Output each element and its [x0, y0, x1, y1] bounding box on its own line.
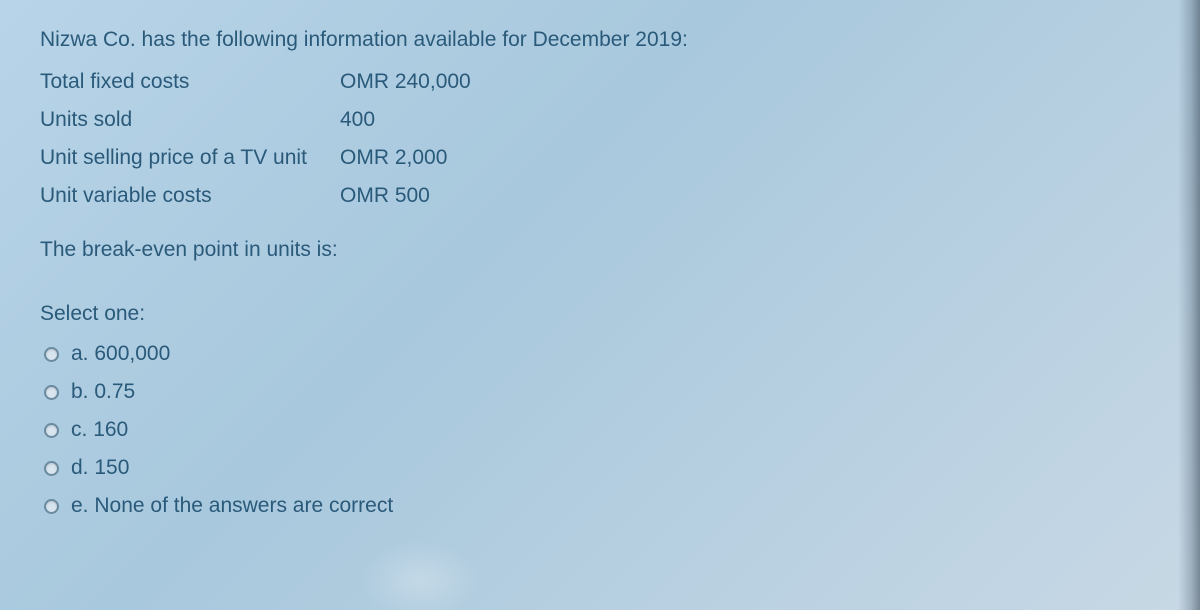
data-row: Unit variable costs OMR 500 [40, 184, 1160, 208]
data-row: Total fixed costs OMR 240,000 [40, 70, 1160, 94]
option-label: e. None of the answers are correct [71, 494, 393, 518]
option-label: a. 600,000 [71, 342, 170, 366]
data-row: Unit selling price of a TV unit OMR 2,00… [40, 146, 1160, 170]
option-a[interactable]: a. 600,000 [40, 342, 1160, 366]
data-table: Total fixed costs OMR 240,000 Units sold… [40, 70, 1160, 208]
screen-glare [360, 540, 480, 610]
option-label: b. 0.75 [71, 380, 135, 404]
option-e[interactable]: e. None of the answers are correct [40, 494, 1160, 518]
select-one-label: Select one: [40, 302, 1160, 326]
radio-icon[interactable] [44, 461, 59, 476]
radio-icon[interactable] [44, 499, 59, 514]
data-value: OMR 2,000 [340, 146, 447, 170]
data-label: Total fixed costs [40, 70, 340, 94]
data-value: OMR 240,000 [340, 70, 471, 94]
option-c[interactable]: c. 160 [40, 418, 1160, 442]
data-row: Units sold 400 [40, 108, 1160, 132]
option-label: c. 160 [71, 418, 128, 442]
data-value: OMR 500 [340, 184, 430, 208]
question-intro: Nizwa Co. has the following information … [40, 28, 1160, 52]
screen-edge-shadow [1178, 0, 1200, 610]
option-label: d. 150 [71, 456, 129, 480]
data-label: Units sold [40, 108, 340, 132]
options-group: a. 600,000 b. 0.75 c. 160 d. 150 e. None… [40, 342, 1160, 518]
radio-icon[interactable] [44, 347, 59, 362]
data-label: Unit variable costs [40, 184, 340, 208]
data-label: Unit selling price of a TV unit [40, 146, 340, 170]
radio-icon[interactable] [44, 423, 59, 438]
question-prompt: The break-even point in units is: [40, 238, 1160, 262]
option-d[interactable]: d. 150 [40, 456, 1160, 480]
radio-icon[interactable] [44, 385, 59, 400]
option-b[interactable]: b. 0.75 [40, 380, 1160, 404]
data-value: 400 [340, 108, 375, 132]
